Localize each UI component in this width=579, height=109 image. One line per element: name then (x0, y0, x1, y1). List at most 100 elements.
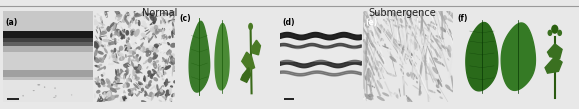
Ellipse shape (94, 55, 96, 60)
Bar (3, 70, 93, 77)
Ellipse shape (118, 47, 120, 56)
Bar (280, 48, 361, 62)
Text: (e): (e) (366, 18, 378, 27)
Ellipse shape (135, 82, 141, 89)
Ellipse shape (551, 25, 558, 34)
Ellipse shape (113, 38, 116, 41)
Ellipse shape (414, 19, 420, 23)
Ellipse shape (429, 57, 433, 65)
Ellipse shape (411, 60, 417, 65)
Ellipse shape (419, 90, 422, 95)
Ellipse shape (94, 41, 97, 48)
Ellipse shape (369, 30, 372, 33)
Ellipse shape (93, 20, 98, 26)
Ellipse shape (98, 35, 107, 37)
Bar (3, 11, 93, 52)
Ellipse shape (93, 77, 98, 80)
Ellipse shape (113, 23, 117, 27)
Ellipse shape (163, 101, 164, 102)
Ellipse shape (448, 45, 452, 52)
Ellipse shape (125, 9, 130, 14)
Ellipse shape (161, 74, 163, 77)
Ellipse shape (146, 20, 148, 23)
Ellipse shape (148, 84, 151, 87)
Text: (d): (d) (282, 18, 295, 27)
Ellipse shape (147, 80, 151, 88)
Ellipse shape (133, 31, 136, 36)
Ellipse shape (134, 59, 135, 61)
Ellipse shape (114, 40, 117, 45)
Ellipse shape (145, 84, 150, 88)
Ellipse shape (123, 75, 125, 82)
Ellipse shape (170, 62, 172, 64)
Ellipse shape (145, 86, 149, 89)
Ellipse shape (138, 48, 140, 50)
Ellipse shape (151, 48, 159, 53)
Ellipse shape (107, 26, 111, 32)
Ellipse shape (102, 29, 107, 32)
Ellipse shape (98, 16, 102, 18)
Ellipse shape (157, 89, 164, 94)
Ellipse shape (382, 45, 391, 50)
Ellipse shape (157, 29, 163, 32)
Ellipse shape (557, 30, 562, 36)
Ellipse shape (108, 40, 113, 42)
Ellipse shape (166, 49, 170, 54)
Ellipse shape (422, 53, 427, 59)
Ellipse shape (173, 59, 174, 60)
Ellipse shape (410, 31, 417, 37)
Ellipse shape (116, 40, 122, 48)
Ellipse shape (164, 100, 167, 104)
Ellipse shape (99, 64, 102, 66)
Ellipse shape (122, 72, 125, 75)
Ellipse shape (411, 63, 416, 66)
Ellipse shape (161, 37, 163, 39)
Ellipse shape (123, 73, 126, 80)
Ellipse shape (153, 33, 157, 38)
Ellipse shape (138, 91, 142, 93)
Ellipse shape (134, 10, 139, 14)
Ellipse shape (153, 14, 155, 15)
Ellipse shape (115, 76, 118, 81)
Ellipse shape (172, 22, 174, 28)
Ellipse shape (436, 84, 439, 88)
Ellipse shape (171, 9, 174, 15)
Ellipse shape (132, 75, 137, 79)
Ellipse shape (155, 92, 162, 97)
Ellipse shape (115, 53, 117, 59)
Ellipse shape (143, 78, 145, 81)
Ellipse shape (132, 76, 135, 80)
Ellipse shape (364, 50, 365, 54)
Ellipse shape (139, 42, 144, 50)
Ellipse shape (101, 44, 104, 47)
Ellipse shape (140, 45, 142, 51)
Ellipse shape (98, 98, 103, 102)
Ellipse shape (142, 30, 143, 31)
Ellipse shape (98, 22, 105, 26)
Ellipse shape (131, 87, 137, 91)
Ellipse shape (435, 49, 438, 58)
Ellipse shape (152, 33, 155, 35)
Ellipse shape (170, 43, 177, 48)
Ellipse shape (124, 81, 129, 88)
Polygon shape (548, 44, 562, 59)
Ellipse shape (112, 54, 116, 58)
Ellipse shape (433, 57, 438, 60)
Ellipse shape (127, 55, 134, 57)
Ellipse shape (152, 12, 156, 16)
Ellipse shape (406, 48, 412, 55)
Ellipse shape (122, 18, 127, 23)
Ellipse shape (153, 60, 157, 69)
Ellipse shape (97, 25, 99, 27)
Ellipse shape (134, 13, 141, 16)
Ellipse shape (131, 91, 133, 94)
Ellipse shape (123, 84, 126, 88)
Ellipse shape (131, 52, 134, 55)
Ellipse shape (115, 29, 119, 33)
Ellipse shape (120, 26, 124, 31)
Ellipse shape (144, 53, 145, 56)
Ellipse shape (152, 75, 156, 79)
Ellipse shape (110, 61, 112, 63)
Ellipse shape (100, 34, 101, 36)
Ellipse shape (365, 58, 370, 66)
